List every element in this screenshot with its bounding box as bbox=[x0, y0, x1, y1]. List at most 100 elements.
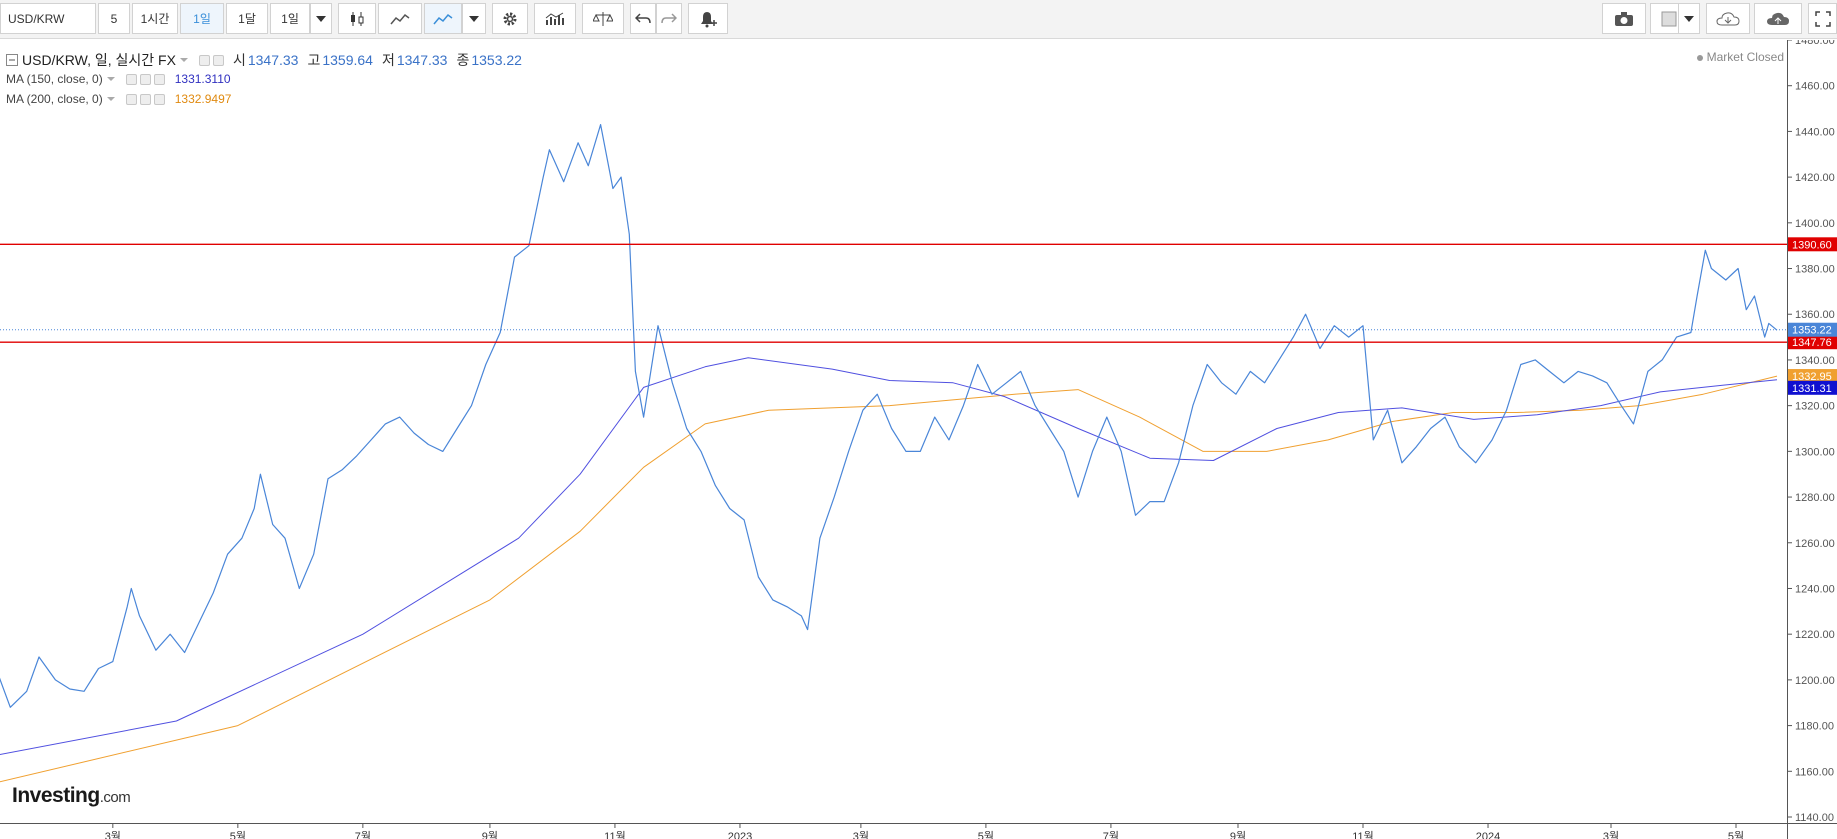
camera-icon bbox=[1615, 11, 1633, 26]
low-label: 저 bbox=[381, 52, 395, 68]
interval-month-button[interactable]: 1일 bbox=[270, 3, 310, 34]
legend-title: USD/KRW, 일, 실시간 FX bbox=[22, 52, 176, 68]
x-tick-label: 9월 bbox=[1230, 830, 1246, 839]
interval-hour-button[interactable]: 1시간 bbox=[132, 3, 178, 34]
background-dropdown[interactable] bbox=[1678, 3, 1700, 34]
status-dot-icon bbox=[1696, 54, 1703, 61]
x-tick-label: 11월 bbox=[1352, 830, 1374, 839]
y-tick-label: 1400.00 bbox=[1795, 218, 1835, 230]
undo-icon bbox=[635, 12, 651, 23]
y-tick-label: 1420.00 bbox=[1795, 172, 1835, 184]
current-price-tag-bg bbox=[1788, 322, 1837, 337]
square-icon bbox=[1661, 11, 1677, 26]
hline-price-tag-bg bbox=[1788, 335, 1837, 350]
eye-icon[interactable] bbox=[198, 54, 210, 66]
x-tick-label: 7월 bbox=[1103, 830, 1119, 839]
x-tick-label: 3월 bbox=[105, 830, 121, 839]
candlestick-icon bbox=[351, 11, 364, 26]
candlestick-button[interactable] bbox=[338, 3, 376, 34]
area-chart-button[interactable] bbox=[378, 3, 422, 34]
y-tick-label: 1360.00 bbox=[1795, 309, 1835, 321]
symbol-input[interactable]: USD/KRW bbox=[0, 3, 96, 34]
x-tick-label: 11월 bbox=[604, 830, 626, 839]
chart-type-dropdown[interactable] bbox=[462, 3, 486, 34]
line-chart-icon bbox=[433, 13, 453, 24]
y-tick-label: 1380.00 bbox=[1795, 264, 1835, 276]
market-status: Market Closed bbox=[1696, 50, 1784, 64]
eye-icon[interactable] bbox=[125, 73, 137, 85]
gear-icon[interactable] bbox=[139, 73, 151, 85]
price-line bbox=[0, 124, 1778, 708]
ma200-line bbox=[0, 375, 1778, 783]
scale-icon bbox=[593, 11, 613, 26]
interval-dropdown-button[interactable] bbox=[310, 3, 332, 34]
fullscreen-icon bbox=[1814, 10, 1831, 27]
cloud-save-button[interactable] bbox=[1754, 3, 1802, 34]
caret-down-icon bbox=[316, 15, 326, 22]
caret-down-icon[interactable] bbox=[106, 96, 116, 102]
y-tick-label: 1280.00 bbox=[1795, 492, 1835, 504]
ma150-price-tag: 1331.31 bbox=[1792, 383, 1832, 395]
ma150-label: MA (150, close, 0) bbox=[6, 72, 103, 86]
x-tick-label: 7월 bbox=[355, 830, 371, 839]
hline-price-tag: 1347.76 bbox=[1792, 337, 1832, 349]
ma150-legend: MA (150, close, 0) 1331.3110 bbox=[6, 72, 231, 86]
hline-price-tag-bg bbox=[1788, 237, 1837, 252]
compare-button[interactable] bbox=[582, 3, 624, 34]
interval-week-button[interactable]: 1달 bbox=[226, 3, 268, 34]
close-icon[interactable] bbox=[153, 73, 165, 85]
y-tick-label: 1480.00 bbox=[1795, 40, 1835, 47]
y-tick-label: 1440.00 bbox=[1795, 126, 1835, 138]
ma150-value: 1331.3110 bbox=[174, 72, 231, 86]
chart-toolbar: USD/KRW 5 1시간 1일 1달 1일 bbox=[0, 0, 1837, 39]
ma200-legend: MA (200, close, 0) 1332.9497 bbox=[6, 92, 231, 106]
settings-button[interactable] bbox=[492, 3, 528, 34]
y-tick-label: 1200.00 bbox=[1795, 675, 1835, 687]
y-tick-label: 1220.00 bbox=[1795, 629, 1835, 641]
chart-legend: USD/KRW, 일, 실시간 FX 시 1347.33 고 1359.64 저 13… bbox=[6, 50, 522, 70]
eye-icon[interactable] bbox=[125, 93, 137, 105]
interval-5-button[interactable]: 5 bbox=[98, 3, 130, 34]
screenshot-button[interactable] bbox=[1602, 3, 1646, 34]
undo-button[interactable] bbox=[630, 3, 656, 34]
x-tick-label: 3월 bbox=[853, 830, 869, 839]
close-icon[interactable] bbox=[153, 93, 165, 105]
ma200-tag-bg bbox=[1788, 369, 1837, 384]
bell-plus-icon bbox=[701, 11, 717, 27]
collapse-icon[interactable] bbox=[6, 54, 18, 66]
alert-button[interactable] bbox=[688, 3, 728, 34]
indicators-button[interactable] bbox=[534, 3, 576, 34]
x-tick-label: 9월 bbox=[482, 830, 498, 839]
cloud-load-button[interactable] bbox=[1706, 3, 1750, 34]
line-chart-button[interactable] bbox=[424, 3, 462, 34]
cloud-download-icon bbox=[1716, 11, 1740, 25]
fullscreen-button[interactable] bbox=[1808, 3, 1837, 34]
market-status-text: Market Closed bbox=[1706, 50, 1784, 64]
gear-icon[interactable] bbox=[139, 93, 151, 105]
redo-button[interactable] bbox=[656, 3, 682, 34]
open-value: 1347.33 bbox=[247, 52, 299, 68]
caret-down-icon bbox=[469, 15, 479, 22]
gear-icon bbox=[503, 12, 517, 25]
y-tick-label: 1300.00 bbox=[1795, 446, 1835, 458]
interval-day-button[interactable]: 1일 bbox=[180, 3, 224, 34]
y-tick-label: 1320.00 bbox=[1795, 401, 1835, 413]
x-tick-label: 5월 bbox=[1728, 830, 1744, 839]
indicators-icon bbox=[545, 12, 564, 25]
y-tick-label: 1460.00 bbox=[1795, 81, 1835, 93]
ma150-tag-bg bbox=[1788, 380, 1837, 395]
gear-icon[interactable] bbox=[212, 54, 224, 66]
price-chart[interactable]: 1140.00 1160.00 1180.00 1200.00 1220.00 1240.… bbox=[0, 40, 1837, 839]
x-tick-label: 2023 bbox=[728, 831, 752, 839]
area-chart-icon bbox=[390, 13, 410, 24]
caret-down-icon[interactable] bbox=[106, 76, 116, 82]
close-value: 1353.22 bbox=[471, 52, 522, 68]
high-label: 고 bbox=[307, 52, 321, 68]
x-tick-label: 2024 bbox=[1476, 831, 1500, 839]
close-label: 종 bbox=[456, 52, 470, 68]
y-tick-label: 1260.00 bbox=[1795, 538, 1835, 550]
y-tick-label: 1160.00 bbox=[1795, 766, 1834, 778]
ma200-price-tag: 1332.95 bbox=[1792, 371, 1832, 383]
caret-down-icon[interactable] bbox=[179, 57, 189, 63]
logo-suffix: .com bbox=[99, 789, 131, 806]
